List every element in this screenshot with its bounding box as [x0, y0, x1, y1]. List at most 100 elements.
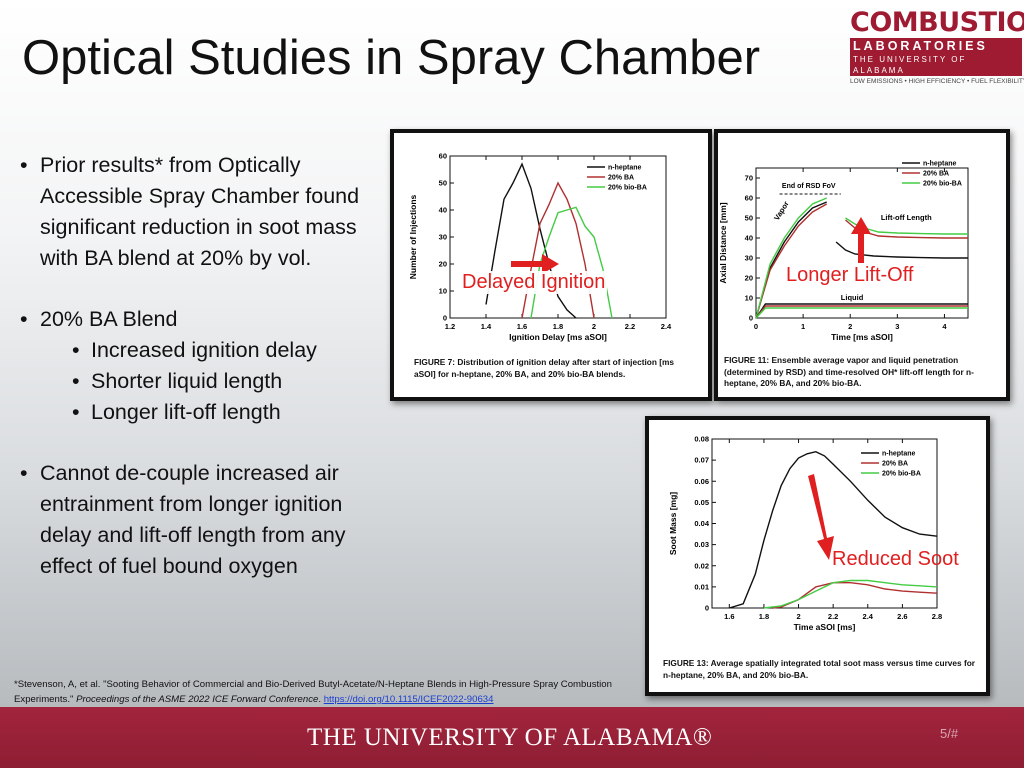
bullet-2: 20% BA Blend: [20, 304, 370, 335]
plot-frame: [755, 167, 969, 319]
series-line: [772, 581, 938, 609]
logo-line2: LABORATORIES: [850, 38, 1022, 54]
x-tick-label: 4: [942, 322, 947, 331]
x-tick-label: 2.8: [932, 612, 942, 621]
x-tick-label: 1.6: [517, 322, 527, 331]
x-axis-label: Ignition Delay [ms aSOI]: [509, 332, 607, 342]
arrow-right-icon: [511, 254, 559, 274]
y-tick-label: 0.01: [694, 582, 709, 591]
sub-bullet-2: Shorter liquid length: [20, 366, 370, 397]
figure-7-caption: FIGURE 7: Distribution of ignition delay…: [414, 357, 674, 379]
figure-13-chart: 1.6 1.8 2 2.2 2.4 2.6 2.8 0 0.01 0.02 0.03 0.04 0.05…: [668, 435, 942, 633]
liftoff-label: Lift-off Length: [881, 213, 932, 222]
legend-label: n-heptane: [882, 451, 916, 458]
y-tick-label: 40: [745, 234, 753, 243]
y-tick-label: 0.04: [694, 519, 709, 528]
citation-text: *Stevenson, A, et al. "Sooting Behavior …: [14, 679, 612, 705]
y-tick-label: 0.08: [694, 435, 709, 444]
x-tick-label: 1.4: [481, 322, 492, 331]
legend-label: 20% BA: [608, 175, 634, 182]
x-tick-label: 2.4: [863, 612, 874, 621]
liquid-label: Liquid: [841, 293, 864, 302]
combustion-labs-logo: COMBUSTION LABORATORIES THE UNIVERSITY O…: [850, 8, 1024, 85]
y-tick-label: 0.07: [694, 456, 709, 465]
rsd-label: End of RSD FoV: [782, 183, 836, 190]
series-line: [763, 579, 938, 609]
bullet-1: Prior results* from Optically Accessible…: [20, 150, 370, 274]
y-tick-label: 60: [439, 152, 447, 161]
x-tick-label: 1.8: [553, 322, 563, 331]
slide-title: Optical Studies in Spray Chamber: [22, 31, 761, 85]
x-tick-label: 3: [895, 322, 899, 331]
y-tick-label: 50: [439, 179, 447, 188]
y-tick-label: 30: [745, 254, 753, 263]
logo-line3: THE UNIVERSITY OF ALABAMA: [850, 54, 1022, 76]
x-axis-label: Time aSOI [ms]: [794, 622, 856, 632]
arrow-down-icon: [808, 474, 834, 560]
series-line: [835, 241, 968, 259]
y-tick-label: 0.02: [694, 561, 709, 570]
footer-bar: [0, 707, 1024, 768]
series-line: [485, 162, 577, 319]
arrow-up-icon: [851, 217, 871, 263]
y-tick-label: 0: [443, 314, 447, 323]
y-tick-label: 0.06: [694, 477, 709, 486]
x-tick-label: 2.2: [828, 612, 838, 621]
series-line: [755, 303, 968, 319]
legend-label: 20% bio-BA: [923, 181, 962, 188]
university-wordmark: THE UNIVERSITY OF ALABAMA®: [307, 724, 713, 751]
y-tick-label: 0: [705, 604, 709, 613]
logo-tagline: LOW EMISSIONS • HIGH EFFICIENCY • FUEL F…: [850, 78, 1024, 85]
y-tick-label: 50: [745, 214, 753, 223]
series-line: [729, 450, 938, 609]
y-tick-label: 70: [745, 174, 753, 183]
series-line: [755, 201, 827, 319]
legend-label: 20% bio-BA: [608, 185, 647, 192]
x-tick-label: 2: [848, 322, 852, 331]
y-axis-label: Soot Mass [mg]: [668, 492, 678, 555]
figure-7-panel: 1.2 1.4 1.6 1.8 2 2.2 2.4 0 10 20 30 40 50 60 Ignition…: [390, 129, 712, 401]
figure-13-panel: 1.6 1.8 2 2.2 2.4 2.6 2.8 0 0.01 0.02 0.03 0.04 0.05…: [645, 416, 990, 696]
y-tick-label: 0.03: [694, 540, 709, 549]
y-tick-label: 30: [439, 233, 447, 242]
citation-journal: Proceedings of the ASME 2022 ICE Forward…: [76, 694, 319, 705]
doi-link[interactable]: https://doi.org/10.1115/ICEF2022-90634: [323, 694, 494, 705]
series-line: [755, 305, 968, 319]
series-line: [755, 197, 827, 319]
x-tick-label: 2.2: [625, 322, 635, 331]
annotation-longer-lift-off: Longer Lift-Off: [784, 264, 916, 287]
series-line: [845, 217, 968, 235]
annotation-delayed-ignition: Delayed Ignition: [460, 271, 608, 294]
x-tick-label: 2: [796, 612, 800, 621]
legend-label: n-heptane: [923, 161, 957, 168]
bullet-3: Cannot de-couple increased air entrainme…: [20, 458, 370, 582]
vapor-label: Vapor: [772, 200, 791, 223]
y-axis-label: Axial Distance [mm]: [718, 202, 728, 283]
y-tick-label: 20: [439, 260, 447, 269]
x-tick-label: 1.2: [445, 322, 455, 331]
y-tick-label: 60: [745, 194, 753, 203]
series-line: [755, 307, 968, 319]
x-tick-label: 2: [592, 322, 596, 331]
sub-bullet-1: Increased ignition delay: [20, 335, 370, 366]
y-tick-label: 0.05: [694, 498, 709, 507]
series-line: [755, 203, 828, 319]
x-tick-label: 2.4: [661, 322, 672, 331]
legend-label: 20% bio-BA: [882, 471, 921, 478]
figure-7-chart: 1.2 1.4 1.6 1.8 2 2.2 2.4 0 10 20 30 40 50 60 Ignition…: [408, 152, 672, 343]
x-axis-label: Time [ms aSOI]: [831, 332, 893, 342]
y-tick-label: 40: [439, 206, 447, 215]
y-tick-label: 10: [439, 287, 447, 296]
page-number: 5/#: [940, 726, 959, 741]
sub-bullet-3: Longer lift-off length: [20, 397, 370, 428]
x-tick-label: 1.8: [759, 612, 769, 621]
y-tick-label: 10: [745, 294, 753, 303]
figure-11-caption: FIGURE 11: Ensemble average vapor and li…: [724, 355, 974, 388]
x-tick-label: 2.6: [897, 612, 907, 621]
series-line: [521, 181, 595, 319]
x-tick-label: 0: [754, 322, 758, 331]
annotation-reduced-soot: Reduced Soot: [832, 548, 959, 570]
figure-13-caption: FIGURE 13: Average spatially integrated …: [663, 658, 976, 680]
y-axis-label: Number of Injections: [408, 194, 418, 279]
